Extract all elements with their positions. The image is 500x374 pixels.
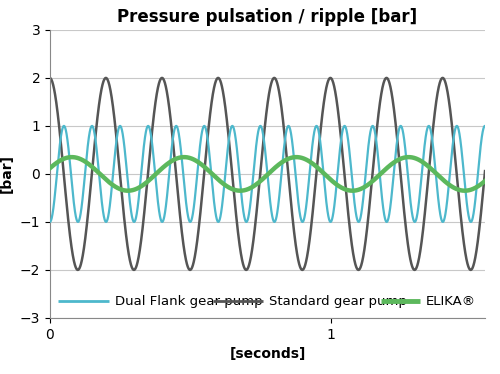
Title: Pressure pulsation / ripple [bar]: Pressure pulsation / ripple [bar] [118,7,418,25]
Text: ELIKA®: ELIKA® [426,295,476,307]
Text: Dual Flank gear pump: Dual Flank gear pump [114,295,262,307]
Y-axis label: [bar]: [bar] [0,154,14,193]
X-axis label: [seconds]: [seconds] [230,347,306,361]
Text: Standard gear pump: Standard gear pump [269,295,407,307]
